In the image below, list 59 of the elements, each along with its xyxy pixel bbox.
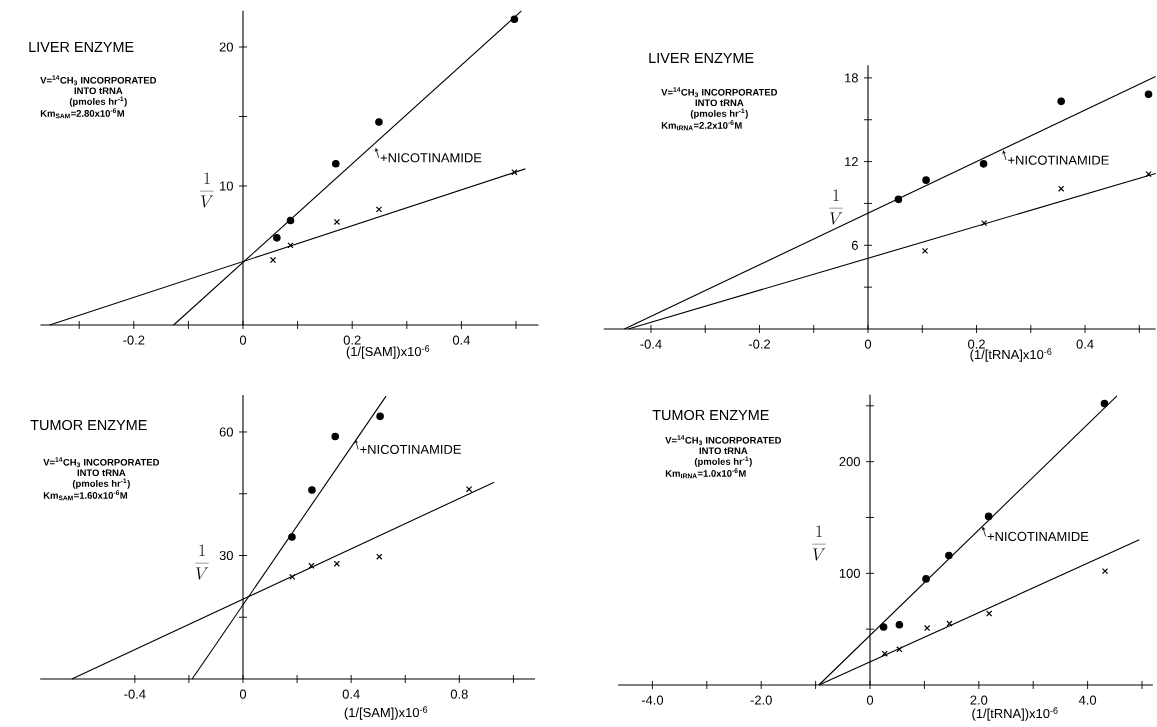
y-tick-label: 12 [845, 157, 858, 167]
annotation: +NICOTINAMIDE [380, 153, 482, 163]
text: LIVER ENZYME [29, 42, 134, 52]
annotation: V=$^{14}$CH$_{3}$ INCORPORATED [43, 457, 160, 468]
annotation: Km$_{tRNA}$=1.0x10$^{-6}$M [665, 468, 746, 479]
x-axis-title: (1/[tRNA])x10$^{-6}$ [972, 707, 1058, 721]
annotation: Km$_{SAM}$=2.80x10$^{-6}$M [40, 108, 125, 119]
annotation: Km$_{SAM}$=1.60x10$^{-6}$M [43, 490, 128, 501]
annotation: (pmoles hr$^{-1}$) [72, 478, 130, 489]
x-tick-label: 0 [239, 335, 247, 345]
x-axis-title: (1/[SAM])x10$^{-6}$ [344, 706, 428, 720]
x-axis-title: (1/[tRNA]x10$^{-6}$ [970, 348, 1052, 362]
text: TUMOR ENZYME [652, 409, 769, 421]
y-tick-label: 6 [851, 240, 858, 250]
x-tick-label: 0 [864, 339, 872, 349]
y-tick-label: 200 [839, 457, 860, 467]
annotation: +NICOTINAMIDE [1008, 155, 1109, 165]
y-axis-title: $\frac{1}{V}$ [829, 189, 843, 225]
annotation: INTO tRNA [77, 469, 126, 477]
chart-title: LIVER ENZYME [649, 53, 754, 63]
text: TUMOR ENZYME [30, 419, 147, 431]
y-tick-label: 20 [219, 42, 233, 52]
y-tick-label: 18 [845, 73, 858, 83]
x-tick-label: 0 [866, 695, 874, 705]
x-tick-label: -0.2 [123, 335, 145, 345]
x-axis-title: (1/[SAM])x10$^{-6}$ [346, 345, 430, 359]
x-tick-label: 0.4 [342, 689, 360, 699]
annotation: INTO tRNA [695, 99, 744, 107]
annotation: V=$^{14}$CH$_{3}$ INCORPORATED [665, 435, 782, 446]
annotation: +NICOTINAMIDE [987, 531, 1089, 542]
annotation: INTO tRNA [74, 87, 123, 95]
x-tick-label: 0.4 [452, 335, 471, 345]
x-tick-label: 0.4 [1076, 339, 1094, 349]
x-tick-label: -0.4 [124, 689, 146, 699]
y-axis-title: $\frac{1}{V}$ [812, 525, 826, 561]
x-tick-label: 0.2 [968, 339, 985, 349]
x-tick-label: -0.2 [748, 339, 770, 349]
x-tick-label: -4.0 [641, 695, 664, 705]
x-tick-label: 0 [239, 689, 247, 699]
x-tick-label: 2.0 [970, 695, 988, 705]
annotation: INTO tRNA [699, 447, 748, 455]
x-tick-label: -0.4 [640, 339, 662, 349]
y-axis-title: $\frac{1}{V}$ [200, 172, 214, 208]
x-tick-label: 0.2 [343, 335, 361, 345]
x-tick-label: 4.0 [1078, 695, 1097, 705]
annotation: Km$_{tRNA}$=2.2x10$^{-6}$M [661, 120, 742, 131]
y-tick-label: 100 [839, 568, 860, 578]
annotation: (pmoles hr$^{-1}$) [69, 96, 127, 107]
annotation: (pmoles hr$^{-1}$) [694, 456, 752, 467]
annotation: V=$^{14}$CH$_{3}$ INCORPORATED [40, 75, 157, 86]
annotation: (pmoles hr$^{-1}$) [690, 108, 748, 119]
annotation: V=$^{14}$CH$_{3}$ INCORPORATED [661, 87, 778, 98]
y-tick-label: 10 [220, 181, 233, 191]
x-tick-label: 0.8 [450, 689, 468, 699]
y-tick-label: 60 [219, 427, 233, 437]
annotation: +NICOTINAMIDE [360, 444, 461, 454]
x-tick-label: -2.0 [750, 695, 772, 705]
y-axis-title: $\frac{1}{V}$ [195, 544, 209, 580]
y-tick-label: 30 [219, 550, 233, 561]
